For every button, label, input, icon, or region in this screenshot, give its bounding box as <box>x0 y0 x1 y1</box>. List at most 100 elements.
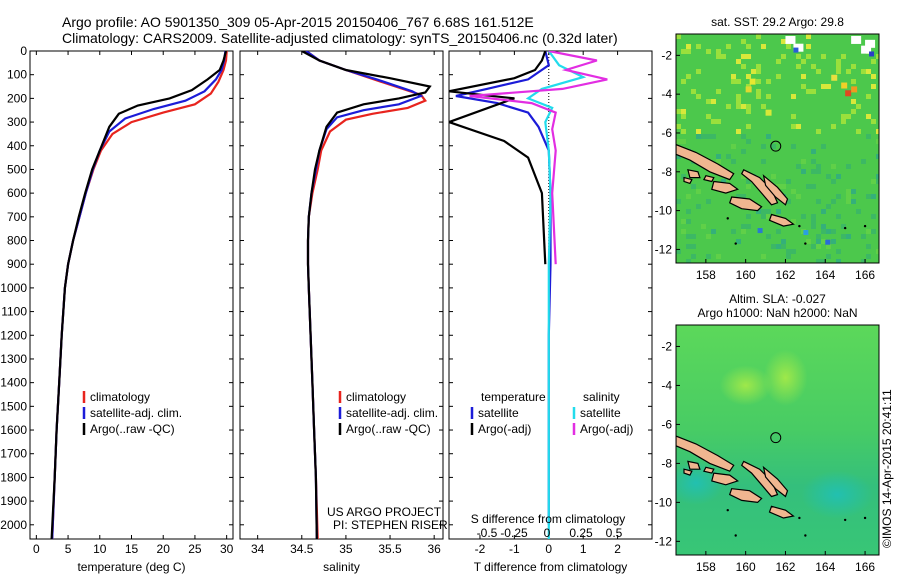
sst-cell <box>821 209 826 214</box>
sst-cell <box>791 124 796 129</box>
sst-cell <box>711 119 716 124</box>
sst-cell <box>816 169 821 174</box>
s-tick-label: 0.5 <box>606 526 623 540</box>
sst-cell <box>686 209 691 214</box>
sst-warm-cell <box>745 86 752 93</box>
sst-cell <box>811 224 816 229</box>
sst-cell <box>706 234 711 239</box>
island-shape <box>687 460 701 470</box>
sst-cell <box>791 114 796 119</box>
sst-cell <box>776 59 781 64</box>
sst-cell <box>746 224 751 229</box>
diff-legend-label: satellite <box>580 406 621 420</box>
sst-cell <box>846 194 851 199</box>
sst-cell <box>811 184 816 189</box>
sst-cell <box>871 214 876 219</box>
sst-cell <box>856 104 861 109</box>
y-tick-label: 1900 <box>0 494 27 508</box>
islet-dot <box>798 516 801 520</box>
sst-cell <box>691 89 696 94</box>
map-y-tick-label: -4 <box>661 87 672 101</box>
sst-cell <box>746 44 751 49</box>
sst-cell <box>791 249 796 254</box>
sst-cell <box>841 224 846 229</box>
islet-dot <box>804 534 807 537</box>
sst-cell <box>821 239 826 244</box>
sst-cell <box>831 229 836 234</box>
map-subtitle: Argo h1000: NaN h2000: NaN <box>697 306 857 320</box>
y-tick-label: 500 <box>7 162 27 176</box>
sst-cell <box>861 259 866 263</box>
sst-missing-cell <box>865 39 876 48</box>
sst-cell <box>876 174 879 179</box>
sst-cell <box>836 249 841 254</box>
plot-frame <box>239 50 444 540</box>
y-tick-label: 1700 <box>0 447 27 461</box>
map-frame <box>675 33 880 264</box>
map-y-tick-label: -8 <box>661 456 672 470</box>
sst-cell <box>861 234 866 239</box>
map-x-tick-label: 160 <box>736 560 756 574</box>
sst-cell <box>791 144 796 149</box>
x-tick-label: 15 <box>125 542 139 556</box>
sst-cell <box>706 199 711 204</box>
y-tick-label: 1300 <box>0 352 27 366</box>
map-x-tick-label: 166 <box>855 560 875 574</box>
sst-cell <box>851 79 856 84</box>
salinity-panel: 34 34.5 35 35.5 36 salinity climatology satelli… <box>239 50 444 574</box>
sst-cell <box>811 169 816 174</box>
x-tick-label: 34 <box>251 542 265 556</box>
sst-cell <box>686 194 691 199</box>
sst-cell <box>686 44 691 49</box>
sst-cell <box>741 134 746 139</box>
sst-cell <box>766 79 771 84</box>
sst-cell <box>876 154 879 159</box>
sst-cell <box>806 54 811 59</box>
legend-label-1: satellite-adj. clim. <box>346 406 438 420</box>
sst-cell <box>756 94 761 99</box>
sst-warm-cell <box>845 90 852 97</box>
sst-cell <box>781 39 786 44</box>
sst-cell <box>696 189 701 194</box>
sst-cell <box>741 224 746 229</box>
x-tick-label: 36 <box>427 542 441 556</box>
sst-cell <box>811 89 816 94</box>
sst-cell <box>676 199 681 204</box>
sst-cell <box>876 129 879 134</box>
sst-warm-cell <box>831 74 838 81</box>
sst-cell <box>681 109 686 114</box>
sst-cell <box>681 229 686 234</box>
y-tick-label: 200 <box>7 91 27 105</box>
sst-cell <box>781 244 786 249</box>
diff-legend-label: Argo(-adj) <box>580 422 633 436</box>
sst-cell <box>736 79 741 84</box>
sst-cell <box>686 259 691 263</box>
series-line-2 <box>525 51 587 539</box>
sst-cell <box>681 139 686 144</box>
sst-cell <box>741 64 746 69</box>
x-tick-label: 25 <box>188 542 202 556</box>
sst-cell <box>826 229 831 234</box>
x-tick-label: 20 <box>157 542 171 556</box>
sst-cell <box>741 104 746 109</box>
islet-dot <box>863 224 867 228</box>
legend-label-2: Argo(..raw -QC) <box>346 422 431 436</box>
sst-cell <box>681 79 686 84</box>
y-tick-label: 0 <box>20 44 27 58</box>
y-tick-label: 700 <box>7 210 27 224</box>
sst-cell <box>851 189 856 194</box>
y-tick-label: 1200 <box>0 328 27 342</box>
y-tick-label: 300 <box>7 115 27 129</box>
sst-cell <box>846 114 851 119</box>
sst-cell <box>796 124 801 129</box>
island-shape <box>728 488 763 504</box>
series-line-2 <box>301 51 432 539</box>
sst-cell <box>746 139 751 144</box>
credit-text: ©IMOS 14-Apr-2015 20:41:11 <box>880 389 894 548</box>
sst-cell <box>871 74 876 79</box>
sst-cell <box>716 119 721 124</box>
series-line-3 <box>469 51 608 265</box>
sst-warm-cell <box>851 86 858 93</box>
sst-cell <box>686 244 691 249</box>
